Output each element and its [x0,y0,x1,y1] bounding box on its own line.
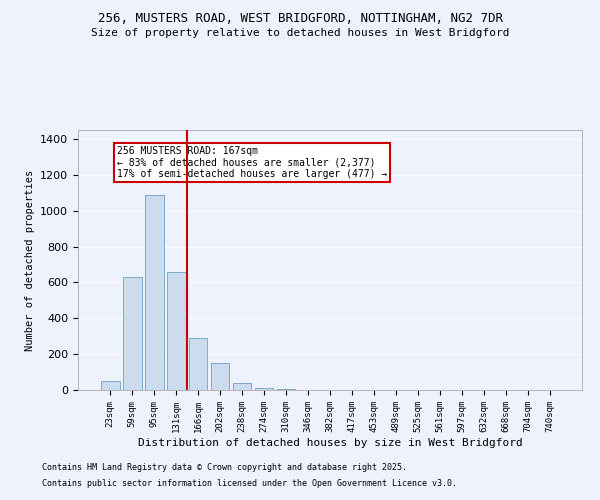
Bar [211,363,229,390]
Y-axis label: Number of detached properties: Number of detached properties [25,170,35,350]
Bar [101,381,119,390]
Bar [255,388,274,390]
Bar [145,194,164,390]
Bar [233,383,251,390]
Text: Size of property relative to detached houses in West Bridgford: Size of property relative to detached ho… [91,28,509,38]
Text: 256 MUSTERS ROAD: 167sqm
← 83% of detached houses are smaller (2,377)
17% of sem: 256 MUSTERS ROAD: 167sqm ← 83% of detach… [117,146,387,180]
Text: Contains HM Land Registry data © Crown copyright and database right 2025.: Contains HM Land Registry data © Crown c… [42,464,407,472]
Bar [167,272,185,390]
Bar [277,389,295,390]
Text: 256, MUSTERS ROAD, WEST BRIDGFORD, NOTTINGHAM, NG2 7DR: 256, MUSTERS ROAD, WEST BRIDGFORD, NOTTI… [97,12,503,26]
Bar [123,277,142,390]
Bar [189,338,208,390]
Text: Contains public sector information licensed under the Open Government Licence v3: Contains public sector information licen… [42,478,457,488]
X-axis label: Distribution of detached houses by size in West Bridgford: Distribution of detached houses by size … [137,438,523,448]
